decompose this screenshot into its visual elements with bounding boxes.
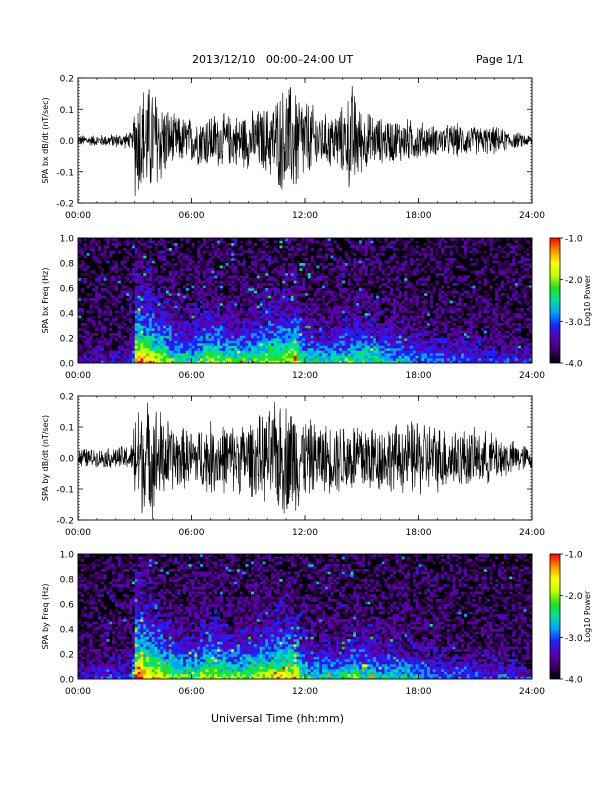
plot-title: 2013/12/10 00:00–24:00 UT (192, 53, 354, 66)
x-tick-label: 18:00 (406, 528, 432, 538)
colorbar-tick-label: -3.0 (565, 318, 583, 328)
y-tick-label: 0.0 (60, 455, 75, 465)
x-tick-label: 00:00 (65, 371, 91, 381)
y-tick-label: 0.8 (60, 576, 75, 586)
y-tick-label: 1.0 (60, 551, 75, 561)
y-axis-label: SPA by Freq (Hz) (41, 584, 50, 650)
x-tick-label: 00:00 (65, 687, 91, 697)
x-tick-label: 24:00 (519, 371, 545, 381)
colorbar-tick-label: -1.0 (565, 551, 583, 561)
y-axis-label: SPA bx dB/dt (nT/sec) (41, 97, 50, 183)
y-tick-label: 0.1 (60, 424, 74, 434)
x-tick-label: 12:00 (292, 211, 318, 221)
y-tick-label: 0.4 (60, 626, 75, 636)
y-axis-label: SPA bx Freq (Hz) (41, 268, 50, 334)
y-axis-label: SPA by dB/dt (nT/sec) (41, 415, 50, 501)
x-tick-label: 00:00 (65, 211, 91, 221)
chart-panel-2: -1.0 -2.0 -3.0 -4.0 Log10 Power 00:00 06:00 12:… (41, 235, 592, 382)
colorbar (549, 553, 561, 680)
x-tick-label: 12:00 (292, 687, 318, 697)
colorbar-tick-label: -2.0 (565, 276, 583, 286)
y-tick-label: -0.1 (56, 486, 74, 496)
page-indicator: Page 1/1 (476, 53, 524, 66)
x-tick-label: 24:00 (519, 211, 545, 221)
x-tick-label: 18:00 (406, 371, 432, 381)
chart-panel-4: -1.0 -2.0 -3.0 -4.0 Log10 Power 00:00 06:00 12:… (41, 551, 592, 698)
y-tick-label: 0.2 (60, 393, 74, 403)
y-tick-label: -0.2 (56, 200, 74, 210)
x-axis-title: Universal Time (hh:mm) (211, 712, 344, 725)
y-tick-label: 0.1 (60, 106, 74, 116)
y-tick-label: 0.8 (60, 260, 75, 270)
y-tick-label: 0.6 (60, 601, 75, 611)
colorbar-label: Log10 Power (583, 590, 592, 642)
colorbar-tick-label: -1.0 (565, 235, 583, 245)
y-tick-label: 0.6 (60, 285, 75, 295)
x-tick-label: 12:00 (292, 528, 318, 538)
colorbar-tick-label: -4.0 (565, 360, 583, 370)
y-tick-label: 1.0 (60, 235, 75, 245)
chart-panel-1: 00:00 06:00 12:00 18:00 24:00 -0.2 -0.1 0.0 0.1 0… (41, 75, 545, 222)
x-tick-label: 06:00 (179, 211, 205, 221)
spectrogram-cells (78, 554, 532, 679)
x-tick-label: 18:00 (406, 211, 432, 221)
colorbar-tick-label: -3.0 (565, 634, 583, 644)
y-tick-label: -0.2 (56, 517, 74, 527)
x-tick-label: 18:00 (406, 687, 432, 697)
colorbar-tick-label: -2.0 (565, 592, 583, 602)
dbdt-trace (78, 402, 532, 520)
y-tick-label: 0.2 (60, 75, 74, 85)
x-tick-label: 24:00 (519, 528, 545, 538)
y-tick-label: 0.0 (60, 676, 75, 686)
x-tick-label: 06:00 (179, 687, 205, 697)
y-tick-label: 0.2 (60, 651, 74, 661)
colorbar (549, 237, 561, 364)
x-tick-label: 06:00 (179, 371, 205, 381)
x-tick-label: 24:00 (519, 687, 545, 697)
y-tick-label: 0.4 (60, 310, 75, 320)
y-tick-label: -0.1 (56, 168, 74, 178)
spectrogram-cells (78, 238, 532, 363)
y-tick-label: 0.2 (60, 335, 74, 345)
x-tick-label: 00:00 (65, 528, 91, 538)
x-tick-label: 12:00 (292, 371, 318, 381)
dbdt-trace (78, 85, 532, 197)
y-tick-label: 0.0 (60, 137, 75, 147)
colorbar-tick-label: -4.0 (565, 676, 583, 686)
colorbar-label: Log10 Power (583, 274, 592, 326)
y-tick-label: 0.0 (60, 360, 75, 370)
chart-panel-3: 00:00 06:00 12:00 18:00 24:00 -0.2 -0.1 0.0 0.1 0… (41, 393, 545, 539)
x-tick-label: 06:00 (179, 528, 205, 538)
